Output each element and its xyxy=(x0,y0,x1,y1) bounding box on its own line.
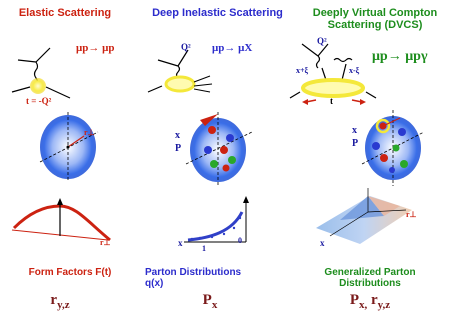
gpd-x-label: x xyxy=(320,238,325,248)
dvcs-reaction: μp→ μpγ xyxy=(372,49,428,64)
x-minus-xi-label: x-ξ xyxy=(349,66,360,75)
gpd-line1: Generalized Parton xyxy=(324,267,416,278)
pd-line2: q(x) xyxy=(145,278,164,289)
gpd-r-perp-label: r⊥ xyxy=(406,210,417,219)
dvcs-title: Deeply Virtual Compton Scattering (DVCS) xyxy=(290,7,460,31)
r-yz-symbol: ry,z xyxy=(50,292,70,311)
dvcs-proton-blob xyxy=(361,110,425,186)
px-r-yz-symbol: Px, ry,z xyxy=(349,292,391,311)
x-plus-xi-label: x+ξ xyxy=(296,66,309,75)
parton-distributions-label: Parton Distributions q(x) xyxy=(145,267,275,289)
form-factor-plot xyxy=(11,198,111,242)
dis-reaction: μp→ μX xyxy=(212,42,253,54)
px-symbol: Px xyxy=(202,292,218,311)
dvcs-q2-label: Q² xyxy=(317,36,327,46)
elastic-proton-blob xyxy=(39,112,99,182)
pd-one-label: 1 xyxy=(202,244,206,253)
dvcs-title-line2: Scattering (DVCS) xyxy=(327,19,423,31)
gpd-surface-plot xyxy=(316,188,412,244)
t-equals-q2-label: t = -Q² xyxy=(26,96,52,106)
r-perp-label: r⊥ xyxy=(84,128,95,137)
dis-title: Deep Inelastic Scattering xyxy=(152,7,283,19)
gpd-label: Generalized Parton Distributions xyxy=(305,267,435,289)
ff-r-perp-label: r⊥ xyxy=(100,238,111,247)
dvcs-feynman-diagram xyxy=(289,43,377,105)
t-dvcs-label: t xyxy=(330,96,333,106)
gpd-line2: Distributions xyxy=(339,278,401,289)
dis-proton-blob xyxy=(185,112,253,186)
dis-feynman-diagram xyxy=(147,49,213,93)
dis-q2-label: Q² xyxy=(181,42,191,52)
dis-x-label: x xyxy=(175,130,180,141)
form-factors-label: Form Factors F(t) xyxy=(28,267,112,278)
pd-zero-label: 0 xyxy=(238,236,242,245)
parton-distribution-plot xyxy=(184,196,249,243)
elastic-feynman-diagram xyxy=(11,47,71,99)
elastic-scattering-title: Elastic Scattering xyxy=(18,7,112,19)
dvcs-title-line1: Deeply Virtual Compton xyxy=(312,7,438,19)
dvcs-x-label: x xyxy=(352,125,357,136)
dvcs-p-label: P xyxy=(352,138,359,149)
pd-line1: Parton Distributions xyxy=(145,267,242,278)
dis-p-label: P xyxy=(175,143,182,154)
elastic-reaction: μp→ μp xyxy=(76,42,115,54)
pd-x-axis-label: x xyxy=(178,238,183,248)
